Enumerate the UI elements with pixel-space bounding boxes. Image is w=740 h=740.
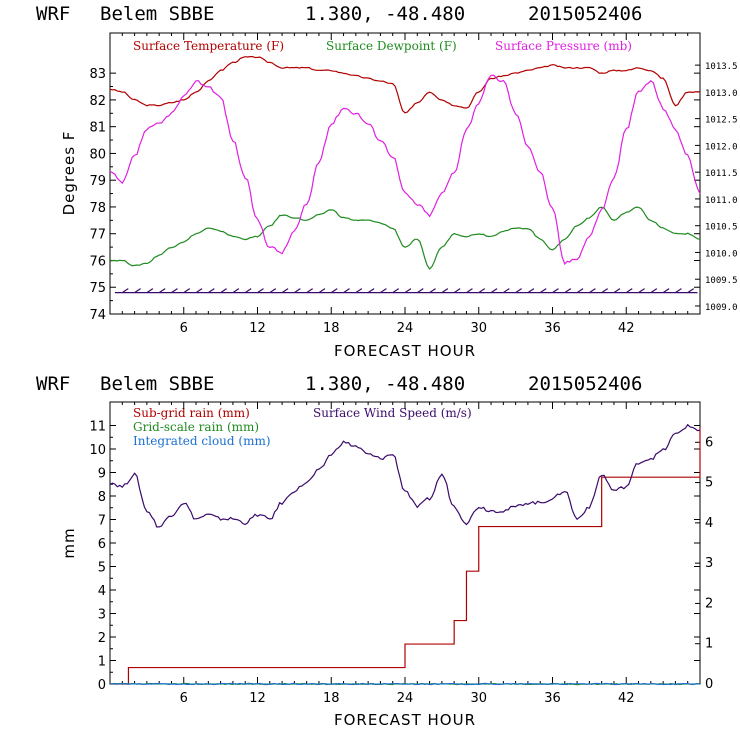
series-line-integrated-cloud-mm <box>109 682 701 686</box>
y-tick-label: 76 <box>89 254 106 269</box>
x-tick-label: 36 <box>544 321 561 336</box>
y2-tick-label: 0 <box>705 677 713 692</box>
bottom-y-axis-label: mm <box>60 527 78 558</box>
y-tick-label: 83 <box>89 67 106 82</box>
y-tick-label: 75 <box>89 281 106 296</box>
y2-tick-label: 2 <box>705 596 713 611</box>
y-tick-label: 81 <box>89 121 106 136</box>
y-tick-label: 80 <box>89 147 106 162</box>
series-line-sub-grid-rain-mm <box>110 427 701 685</box>
y2-tick-label: 3 <box>705 556 713 571</box>
top-plot-frame <box>109 32 701 315</box>
x-tick-label: 30 <box>470 321 487 336</box>
top-y-axis: 74 75 76 77 78 79 80 81 82 83 <box>89 67 700 323</box>
top-legend-pressure: Surface Pressure (mb) <box>495 39 632 53</box>
y-tick-label: 1 <box>98 655 106 670</box>
y2-tick-label: 1013.0 <box>705 89 738 99</box>
y-tick-label: 79 <box>89 174 106 189</box>
bottom-header-station: Belem SBBE <box>100 373 214 395</box>
y-tick-label: 10 <box>89 443 106 458</box>
bottom-x-axis-label: FORECAST HOUR <box>334 711 476 729</box>
top-legend-temperature: Surface Temperature (F) <box>133 39 284 53</box>
y-tick-label: 6 <box>98 537 106 552</box>
top-y2-axis: 1009.0 1009.5 1010.0 1010.5 1011.0 1011.5 1012… <box>695 62 738 313</box>
x-tick-label: 12 <box>249 321 266 336</box>
y-tick-label: 9 <box>98 467 106 482</box>
bottom-legend-gridscale-rain: Grid-scale rain (mm) <box>133 420 259 434</box>
y-tick-label: 5 <box>98 561 106 576</box>
bottom-y-axis: 0 1 2 3 4 5 6 7 8 9 10 11 <box>89 420 700 693</box>
y-tick-label: 3 <box>98 608 106 623</box>
x-tick-label: 12 <box>249 691 266 706</box>
y2-tick-label: 1011.5 <box>705 169 738 179</box>
y-tick-label: 8 <box>98 490 106 505</box>
series-line-surface-temperature-f <box>109 56 701 114</box>
x-tick-label: 6 <box>180 691 188 706</box>
top-header-date: 2015052406 <box>528 3 642 25</box>
y2-tick-label: 1009.0 <box>705 303 738 313</box>
y-tick-label: 4 <box>98 584 106 599</box>
top-header-model: WRF <box>36 3 70 25</box>
bottom-header-model: WRF <box>36 373 70 395</box>
top-panel: WRF Belem SBBE 1.380, -48.480 2015052406… <box>36 3 738 360</box>
x-tick-label: 18 <box>323 321 340 336</box>
y-tick-label: 0 <box>98 678 106 693</box>
top-x-axis: 6 12 18 24 30 36 42 <box>109 33 701 336</box>
y2-tick-label: 1012.0 <box>705 142 738 152</box>
x-tick-label: 24 <box>397 321 414 336</box>
y-tick-label: 7 <box>98 514 106 529</box>
bottom-panel: WRF Belem SBBE 1.380, -48.480 2015052406… <box>36 373 713 729</box>
bottom-legend-wind-speed: Surface Wind Speed (m/s) <box>313 406 472 420</box>
bottom-legend-integrated-cloud: Integrated cloud (mm) <box>133 434 271 448</box>
y-tick-label: 82 <box>89 94 106 109</box>
y2-tick-label: 5 <box>705 476 713 491</box>
bottom-series <box>109 423 701 686</box>
y2-tick-label: 1010.5 <box>705 223 738 233</box>
y-tick-label: 2 <box>98 631 106 646</box>
y-tick-label: 11 <box>89 420 106 435</box>
top-header-station: Belem SBBE <box>100 3 214 25</box>
y2-tick-label: 1013.5 <box>705 62 738 72</box>
x-tick-label: 42 <box>618 321 635 336</box>
series-line-wind-barbs <box>114 288 698 294</box>
x-tick-label: 6 <box>180 321 188 336</box>
x-tick-label: 36 <box>544 691 561 706</box>
y2-tick-label: 6 <box>705 435 713 450</box>
bottom-header-coords: 1.380, -48.480 <box>305 373 465 395</box>
y2-tick-label: 4 <box>705 516 713 531</box>
bottom-legend-subgrid-rain: Sub-grid rain (mm) <box>133 406 250 420</box>
top-legend-dewpoint: Surface Dewpoint (F) <box>326 39 457 53</box>
y2-tick-label: 1 <box>705 637 713 652</box>
top-series <box>109 56 701 294</box>
bottom-y2-axis: 0 1 2 3 4 5 6 <box>695 435 713 692</box>
bottom-x-axis: 6 12 18 24 30 36 42 <box>109 402 701 706</box>
series-line-surface-wind-speed-m-s <box>109 423 701 528</box>
x-tick-label: 18 <box>323 691 340 706</box>
series-line-surface-dewpoint-f <box>109 206 701 270</box>
x-tick-label: 24 <box>397 691 414 706</box>
y-tick-label: 74 <box>89 308 106 323</box>
y2-tick-label: 1010.0 <box>705 249 738 259</box>
y-tick-label: 77 <box>89 228 106 243</box>
y2-tick-label: 1012.5 <box>705 116 738 126</box>
y-tick-label: 78 <box>89 201 106 216</box>
top-header-coords: 1.380, -48.480 <box>305 3 465 25</box>
bottom-header-date: 2015052406 <box>528 373 642 395</box>
y2-tick-label: 1009.5 <box>705 276 738 286</box>
top-x-axis-label: FORECAST HOUR <box>334 342 476 360</box>
series-line-surface-pressure-mb <box>109 74 701 266</box>
top-y-axis-label: Degrees F <box>60 131 78 216</box>
x-tick-label: 30 <box>470 691 487 706</box>
x-tick-label: 42 <box>618 691 635 706</box>
y2-tick-label: 1011.0 <box>705 196 738 206</box>
